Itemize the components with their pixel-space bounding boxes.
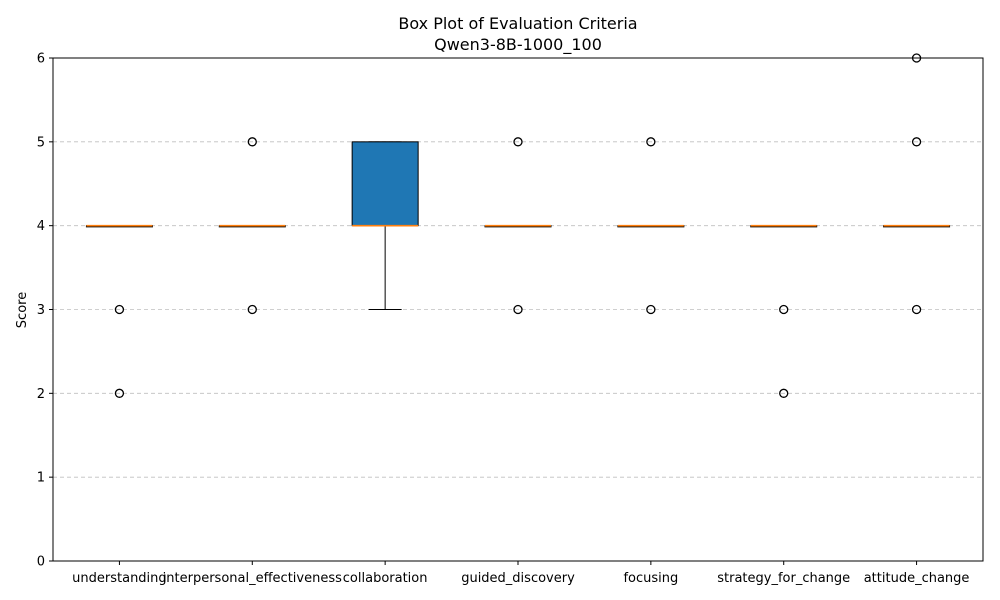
x-tick-label: interpersonal_effectiveness bbox=[163, 571, 342, 586]
box-understanding bbox=[85, 224, 153, 398]
outlier-point bbox=[247, 137, 257, 147]
box-attitude_change bbox=[883, 53, 951, 315]
x-tick-label: understanding bbox=[72, 571, 167, 586]
box-interpersonal_effectiveness bbox=[218, 137, 286, 315]
box-guided_discovery bbox=[484, 137, 552, 315]
x-tick-label: guided_discovery bbox=[461, 571, 575, 586]
y-tick-label: 4 bbox=[37, 219, 45, 234]
outlier-point bbox=[646, 304, 656, 315]
outlier-point bbox=[911, 137, 922, 147]
box-collaboration bbox=[351, 141, 419, 310]
y-tick-label: 6 bbox=[37, 52, 45, 67]
y-tick-label: 5 bbox=[37, 135, 45, 150]
box-strategy_for_change bbox=[750, 224, 818, 398]
x-tick-label: strategy_for_change bbox=[717, 571, 850, 586]
outlier-point bbox=[646, 137, 656, 147]
outlier-point bbox=[114, 388, 125, 398]
y-tick-label: 2 bbox=[37, 387, 45, 402]
y-tick-label: 3 bbox=[37, 303, 45, 318]
boxes bbox=[85, 53, 951, 398]
x-tick-label: attitude_change bbox=[864, 571, 970, 586]
y-axis: 0 1 2 3 4 5 6 bbox=[37, 52, 53, 570]
y-tick-label: 1 bbox=[37, 471, 45, 486]
box-focusing bbox=[617, 137, 685, 315]
x-axis: understandinginterpersonal_effectiveness… bbox=[72, 561, 969, 586]
y-tick-label: 0 bbox=[37, 555, 45, 570]
outlier-point bbox=[513, 304, 523, 315]
chart-subtitle: Qwen3-8B-1000_100 bbox=[434, 35, 602, 55]
x-tick-label: collaboration bbox=[343, 571, 428, 586]
outlier-point bbox=[247, 304, 257, 315]
grid-lines bbox=[53, 141, 983, 478]
x-tick-label: focusing bbox=[623, 571, 678, 586]
chart-title: Box Plot of Evaluation Criteria bbox=[398, 14, 637, 33]
outlier-point bbox=[114, 304, 125, 315]
outlier-point bbox=[779, 388, 789, 398]
outlier-point bbox=[911, 304, 922, 315]
outlier-point bbox=[513, 137, 523, 147]
y-axis-label: Score bbox=[15, 292, 30, 328]
box-iqr bbox=[351, 141, 419, 227]
outlier-point bbox=[779, 304, 789, 315]
